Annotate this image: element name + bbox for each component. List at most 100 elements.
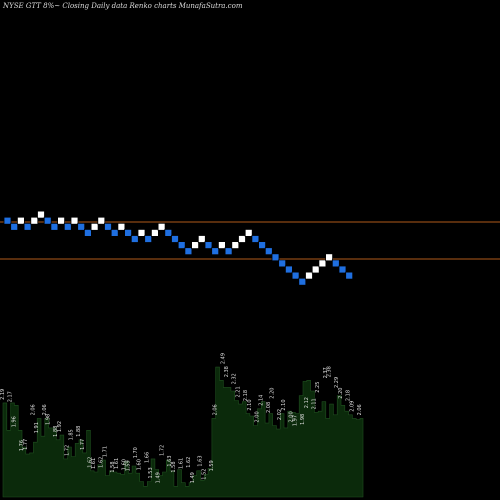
volume-value-label: 1.85 [68, 429, 74, 440]
volume-value-label: 2.38 [327, 366, 333, 377]
volume-value-label: 1.92 [57, 421, 63, 432]
renko-brick-down [171, 235, 179, 243]
renko-brick-down [77, 222, 86, 231]
volume-value-label: 1.88 [76, 426, 82, 437]
renko-brick-down [84, 228, 92, 237]
volume-area [2, 366, 364, 498]
volume-value-label: 1.98 [46, 414, 52, 425]
volume-value-label: 2.18 [243, 390, 249, 401]
volume-value-label: 2.20 [270, 388, 276, 399]
volume-labels: 2.19 2.171.961.761.772.061.912.061.981.88… [0, 353, 363, 483]
renko-bricks [3, 210, 354, 286]
volume-value-label: 2.20 [338, 388, 344, 399]
volume-value-label: 2.49 [220, 353, 226, 364]
renko-brick-up [305, 271, 313, 280]
volume-value-label: 1.98 [300, 414, 306, 425]
renko-brick-up [231, 241, 240, 250]
volume-value-label: 1.49 [190, 472, 196, 483]
renko-brick-up [325, 253, 334, 262]
renko-brick-down [291, 271, 300, 280]
renko-brick-down [204, 241, 213, 250]
volume-value-label: 1.97 [292, 415, 298, 426]
renko-brick-down [251, 235, 260, 243]
volume-value-label: 1.61 [179, 458, 185, 469]
renko-brick-up [217, 241, 226, 250]
volume-value-label: 1.61 [114, 458, 120, 469]
renko-brick-up [197, 235, 206, 243]
renko-brick-down [63, 222, 72, 231]
volume-value-label: 2.38 [224, 366, 230, 377]
volume-value-label: 1.58 [171, 461, 177, 472]
renko-brick-down [258, 241, 267, 250]
renko-brick-down [144, 235, 153, 243]
renko-brick-down [184, 247, 193, 256]
renko-brick-down [264, 247, 273, 256]
volume-value-label: 1.63 [198, 455, 204, 466]
renko-brick-up [70, 216, 79, 225]
renko-brick-down [10, 222, 19, 231]
volume-value-label: 1.72 [160, 445, 166, 456]
volume-value-label: 2.12 [304, 397, 310, 408]
renko-brick-down [124, 228, 132, 237]
volume-value-label: 2.06 [42, 404, 48, 415]
renko-brick-up [318, 259, 327, 268]
volume-value-label: 1.96 [11, 416, 17, 427]
renko-brick-down [23, 222, 32, 231]
volume-value-label: 2.06 [213, 404, 219, 415]
renko-brick-down [164, 228, 173, 237]
renko-brick-up [97, 216, 106, 225]
renko-brick-up [157, 222, 166, 231]
renko-brick-down [211, 247, 220, 256]
volume-area-shape [2, 366, 364, 498]
volume-value-label: 1.52 [201, 469, 207, 480]
volume-value-label: 1.76 [19, 440, 25, 451]
volume-value-label: 1.62 [99, 457, 105, 468]
volume-value-label: 2.00 [289, 411, 295, 422]
renko-brick-up [117, 222, 126, 231]
volume-value-label: 1.60 [137, 459, 143, 470]
reference-lines [0, 221, 500, 260]
volume-value-label: 1.66 [144, 452, 150, 463]
renko-brick-down [177, 241, 186, 250]
volume-value-label: 1.88 [53, 426, 59, 437]
renko-brick-up [137, 228, 146, 237]
volume-value-label: 2.21 [236, 386, 242, 397]
volume-value-label: 2.00 [255, 411, 261, 422]
renko-brick-down [298, 277, 307, 286]
volume-value-label: 1.77 [23, 439, 29, 450]
volume-value-label: 1.70 [133, 447, 139, 458]
renko-brick-up [238, 235, 246, 243]
volume-value-label: 1.59 [209, 460, 215, 471]
volume-value-label: 2.10 [247, 399, 253, 410]
volume-value-label: 2.02 [277, 409, 283, 420]
volume-value-label: 1.60 [122, 459, 128, 470]
renko-brick-down [271, 253, 280, 262]
renko-brick-down [278, 259, 287, 268]
volume-value-label: 1.58 [110, 461, 116, 472]
renko-brick-up [37, 210, 45, 219]
volume-value-label: 1.53 [148, 467, 154, 478]
volume-value-label: 1.63 [167, 455, 173, 466]
volume-value-label: 2.17 [8, 391, 14, 402]
renko-brick-down [3, 216, 12, 225]
volume-value-label: 1.91 [34, 422, 40, 433]
renko-brick-down [345, 271, 354, 280]
volume-value-label: 2.37 [323, 367, 329, 378]
renko-brick-up [244, 228, 253, 237]
renko-brick-down [104, 222, 112, 231]
renko-brick-up [16, 216, 25, 225]
volume-value-label: 1.62 [186, 457, 192, 468]
volume-value-label: 2.06 [357, 404, 363, 415]
renko-brick-up [311, 265, 320, 274]
volume-value-label: 2.25 [315, 382, 321, 393]
volume-value-label: 2.08 [266, 402, 272, 413]
renko-brick-up [57, 216, 65, 225]
volume-value-label: 1.72 [65, 445, 71, 456]
chart-title: NYSE GTT 8%~ Closing Daily data Renko ch… [3, 2, 243, 10]
renko-brick-up [30, 216, 39, 225]
volume-value-label: 2.32 [232, 373, 238, 384]
volume-value-label: 1.61 [91, 458, 97, 469]
volume-value-label: 2.19 [0, 389, 6, 400]
volume-value-label: 1.71 [103, 446, 109, 457]
